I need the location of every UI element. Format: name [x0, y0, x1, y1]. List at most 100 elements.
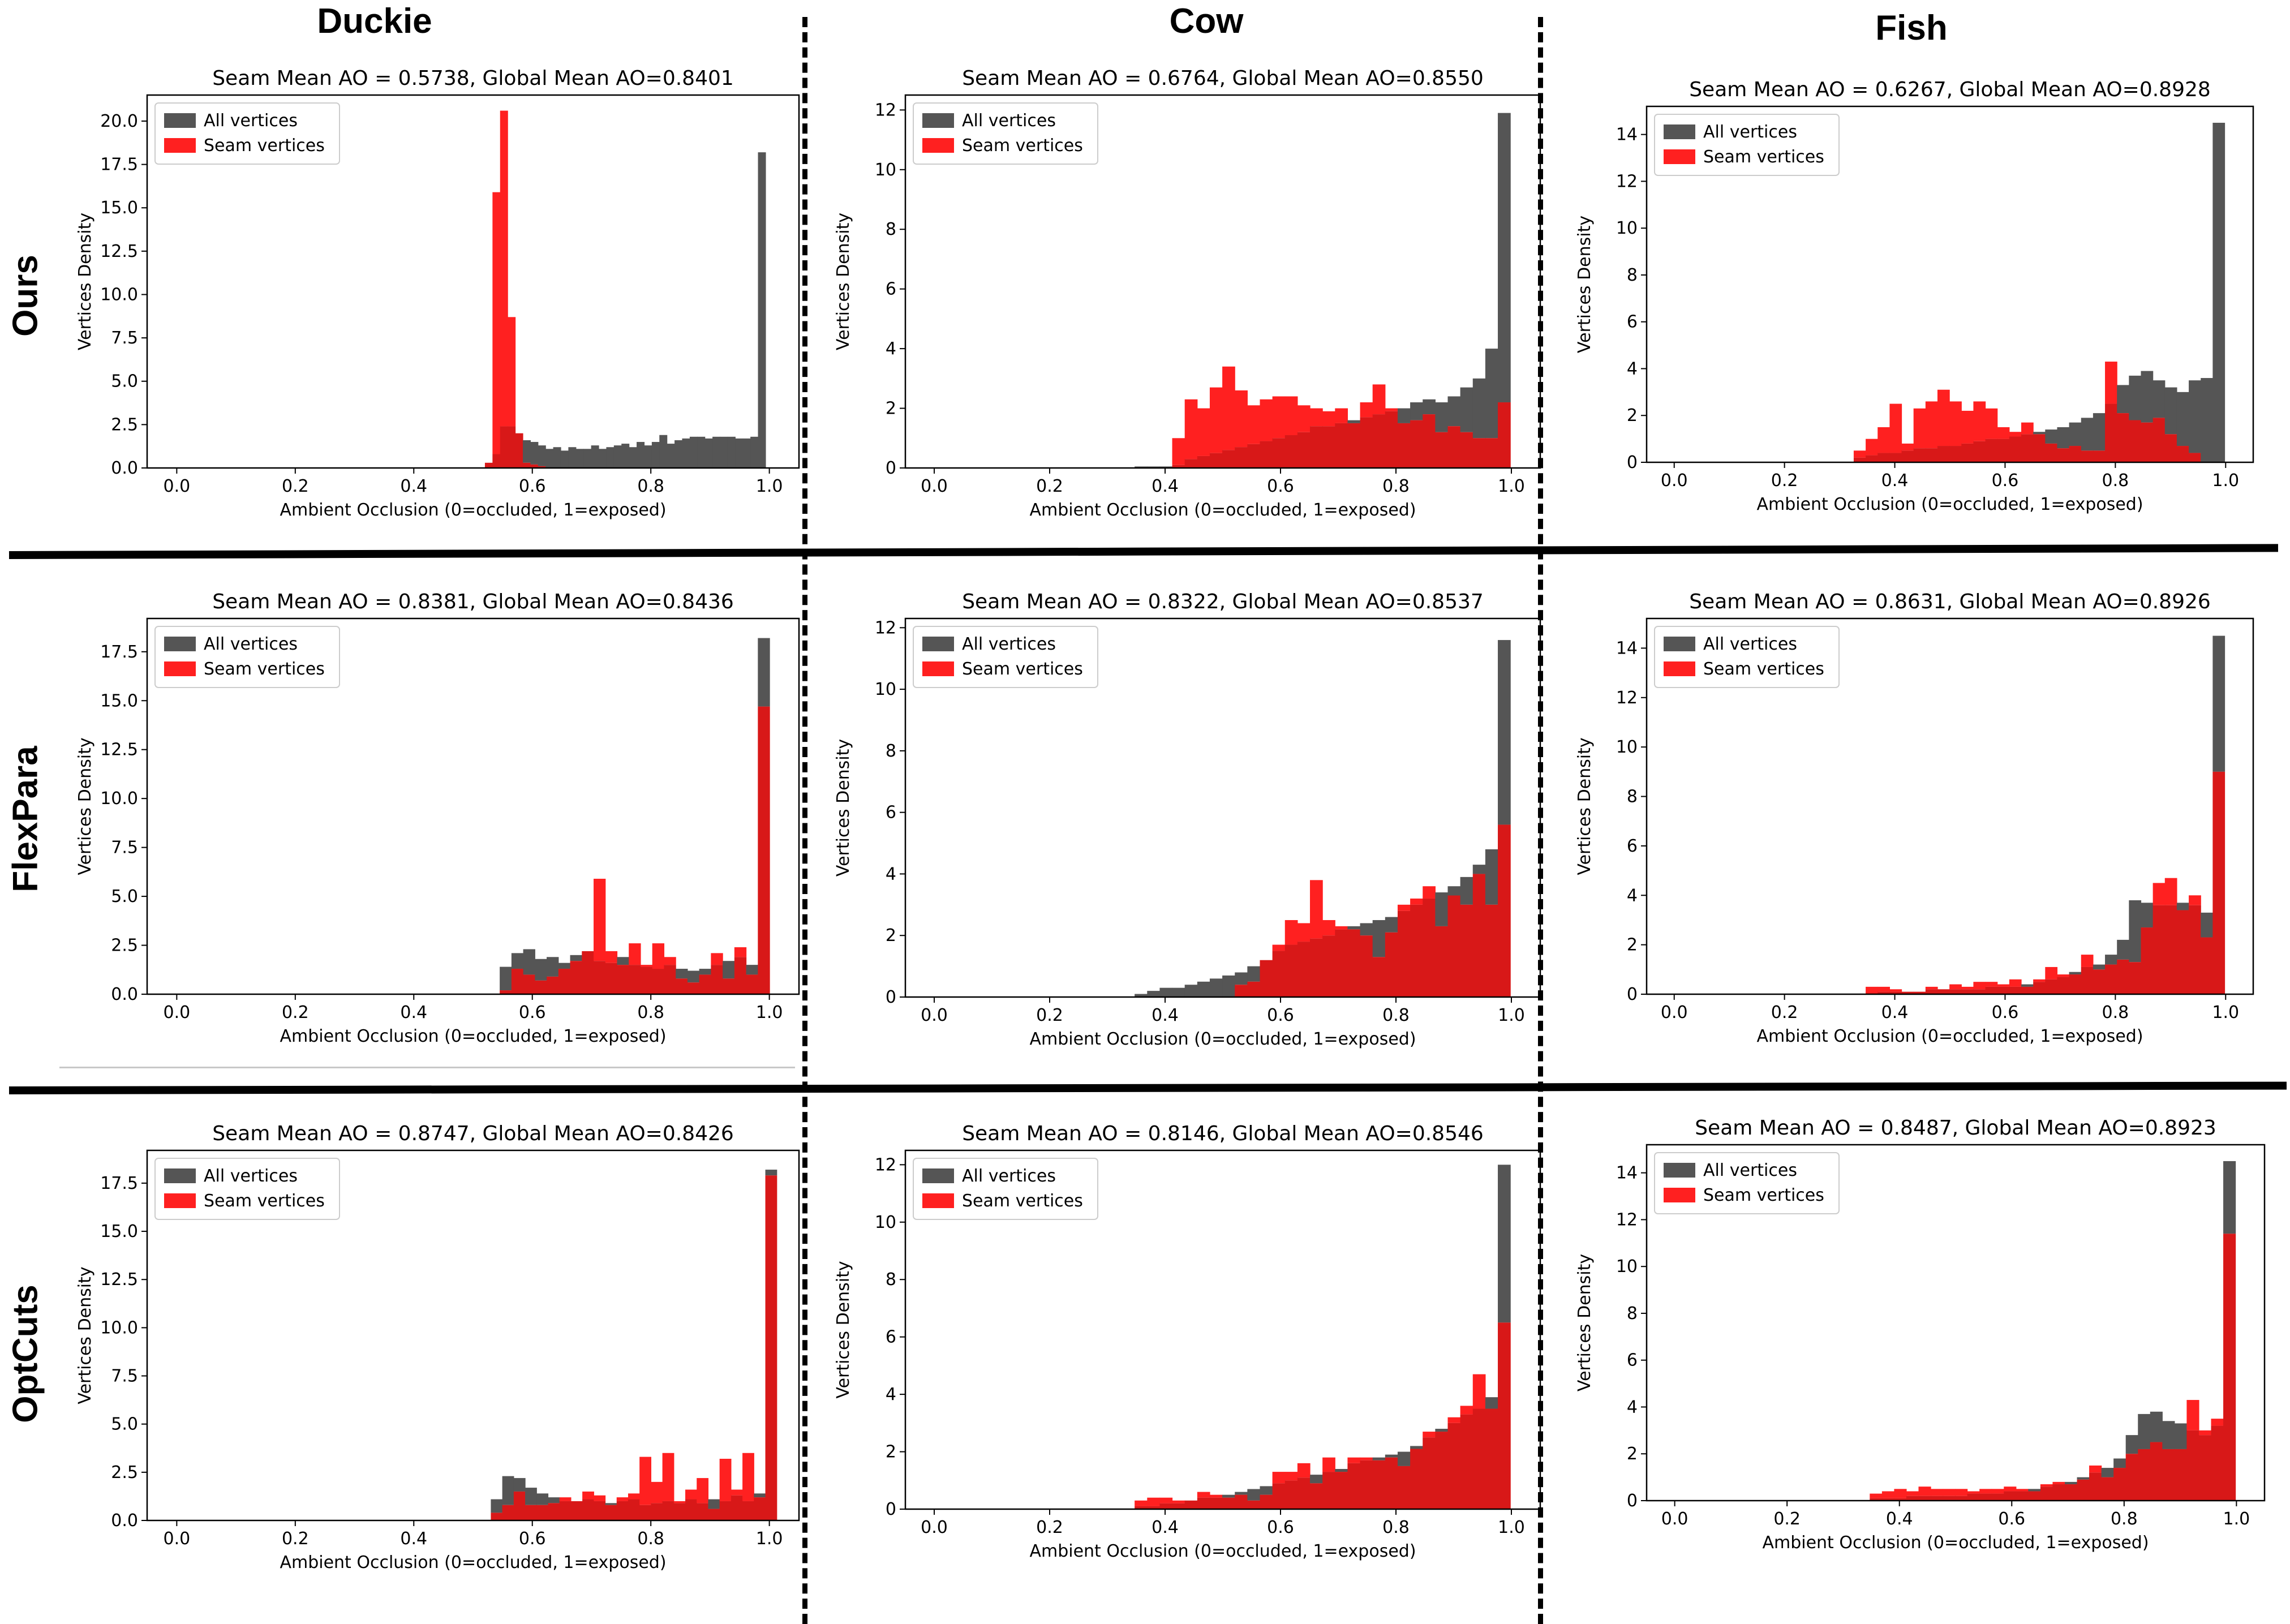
overlap-bar — [2064, 1484, 2078, 1501]
all-vertices-bar — [558, 963, 571, 969]
y-tick-label: 2 — [886, 399, 896, 419]
y-tick-label: 12.5 — [100, 242, 138, 261]
seam-vertices-bar — [664, 957, 676, 965]
overlap-bar — [1985, 439, 1998, 462]
x-tick-label: 0.2 — [282, 1529, 309, 1549]
seam-vertices-bar — [1347, 1457, 1361, 1463]
seam-vertices-bar — [2033, 979, 2046, 982]
overlap-bar — [1284, 435, 1298, 468]
all-vertices-bar — [2028, 1489, 2041, 1492]
x-tick-label: 1.0 — [1498, 476, 1525, 496]
x-axis-label: Ambient Occlusion (0=occluded, 1=exposed… — [280, 1553, 666, 1573]
seam-vertices-bar — [640, 965, 653, 967]
all-vertices-bar — [1197, 981, 1210, 997]
overlap-bar — [652, 969, 665, 994]
seam-vertices-bar — [1949, 984, 1962, 990]
overlap-bar — [1894, 1498, 1907, 1501]
x-tick-label: 0.6 — [1992, 1003, 2019, 1022]
overlap-bar — [734, 957, 747, 994]
overlap-bar — [547, 976, 559, 994]
overlap-bar — [754, 1497, 766, 1520]
x-axis-label: Ambient Occlusion (0=occluded, 1=exposed… — [1762, 1533, 2149, 1553]
y-tick-label: 15.0 — [100, 198, 138, 218]
all-vertices-bar — [1447, 396, 1461, 427]
plot-frame — [146, 1149, 800, 1522]
all-vertices-bar — [547, 957, 559, 977]
overlap-bar — [1498, 1322, 1511, 1509]
x-tick-label: 1.0 — [1498, 1518, 1525, 1537]
overlap-bar — [1159, 1503, 1173, 1509]
x-axis-label: Ambient Occlusion (0=occluded, 1=exposed… — [1029, 1029, 1416, 1049]
overlap-bar — [2141, 422, 2154, 462]
legend-box — [154, 102, 340, 165]
seam-vertices-bar — [1322, 920, 1335, 936]
overlap-bar — [558, 969, 571, 994]
all-vertices-bar — [1310, 1475, 1323, 1484]
x-axis-label: Ambient Occlusion (0=occluded, 1=exposed… — [1029, 500, 1416, 520]
all-vertices-bar — [491, 1499, 503, 1513]
chart-optcuts-cow: Seam Mean AO = 0.8146, Global Mean AO=0.… — [833, 1122, 1541, 1561]
all-vertices-bar — [651, 442, 660, 468]
x-axis-label: Ambient Occlusion (0=occluded, 1=exposed… — [280, 500, 666, 520]
legend-box — [913, 102, 1098, 165]
legend-swatch-all — [1664, 124, 1695, 139]
seam-vertices-bar — [1955, 1489, 1968, 1496]
seam-vertices-bar — [1172, 1500, 1185, 1503]
overlap-bar — [1310, 1483, 1323, 1509]
column-separator-left — [802, 17, 807, 1624]
x-axis-label: Ambient Occlusion (0=occluded, 1=exposed… — [1756, 495, 2143, 514]
overlap-bar — [2045, 443, 2058, 462]
overlap-bar — [1460, 904, 1473, 997]
x-tick-label: 0.4 — [1152, 1518, 1179, 1537]
all-vertices-bar — [1472, 865, 1486, 874]
overlap-bar — [629, 965, 641, 994]
y-tick-label: 10 — [1616, 1257, 1638, 1277]
all-vertices-bar — [1347, 926, 1361, 930]
seam-vertices-bar — [1147, 1497, 1161, 1506]
overlap-bar — [2152, 418, 2166, 462]
overlap-bar — [1284, 944, 1298, 997]
overlap-bar — [1881, 1498, 1894, 1501]
legend-label-seam: Seam vertices — [204, 659, 325, 679]
all-vertices-bar — [560, 450, 569, 468]
y-tick-label: 2.5 — [111, 936, 138, 956]
all-vertices-bar — [1247, 966, 1261, 982]
overlap-bar — [2093, 450, 2106, 462]
x-axis-label: Ambient Occlusion (0=occluded, 1=exposed… — [1029, 1541, 1416, 1561]
y-tick-label: 17.5 — [100, 1174, 138, 1193]
x-tick-label: 0.0 — [164, 1529, 191, 1549]
all-vertices-bar — [1235, 1492, 1248, 1495]
y-tick-label: 10.0 — [100, 789, 138, 809]
seam-vertices-bar — [651, 1481, 663, 1503]
seam-vertices-bar — [652, 943, 665, 969]
all-vertices-bar — [2152, 380, 2166, 418]
y-tick-label: 2 — [1627, 1444, 1638, 1464]
overlap-bar — [538, 466, 546, 468]
y-tick-label: 6 — [1627, 836, 1638, 856]
seam-vertices-bar — [1184, 399, 1198, 459]
column-header-cow: Cow — [1169, 2, 1244, 41]
all-vertices-bar — [583, 449, 592, 468]
seam-vertices-bar — [1889, 403, 1902, 453]
overlap-bar — [1973, 989, 1986, 994]
overlap-bar — [1447, 426, 1461, 468]
all-vertices-bar — [682, 438, 690, 468]
all-vertices-bar — [511, 953, 524, 969]
all-vertices-bar — [2101, 1468, 2114, 1477]
chart-flexpara-fish: Seam Mean AO = 0.8631, Global Mean AO=0.… — [1575, 590, 2254, 1046]
overlap-bar — [1260, 441, 1273, 468]
overlap-bar — [2077, 1479, 2090, 1501]
all-vertices-bar — [2176, 392, 2189, 446]
seam-vertices-bar — [1967, 1491, 1980, 1494]
all-vertices-bar — [1498, 640, 1511, 825]
overlap-bar — [1272, 951, 1286, 997]
seam-vertices-bar — [1881, 1491, 1894, 1498]
y-tick-label: 4 — [1627, 359, 1638, 379]
overlap-bar — [1913, 448, 1926, 462]
all-vertices-bar — [570, 955, 582, 961]
all-vertices-bar — [2117, 385, 2129, 414]
y-tick-label: 12 — [875, 618, 896, 638]
overlap-bar — [500, 990, 512, 994]
seam-vertices-bar — [2009, 979, 2022, 987]
seam-vertices-bar — [1991, 1489, 2004, 1494]
